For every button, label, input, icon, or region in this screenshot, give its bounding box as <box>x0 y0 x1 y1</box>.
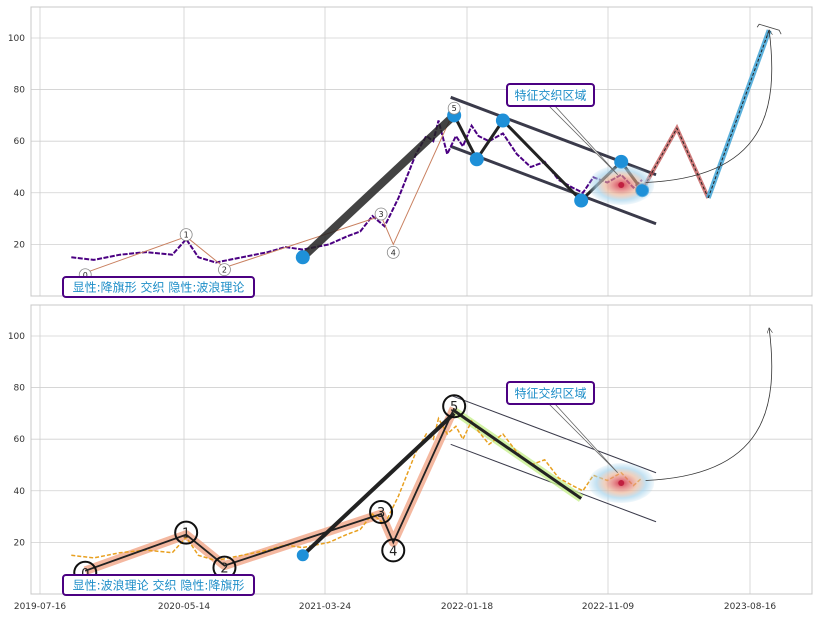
y-tick-label: 60 <box>14 137 26 147</box>
wave-label: 4 <box>391 248 396 257</box>
flag-line <box>453 409 583 500</box>
wave-label-circle <box>369 500 394 525</box>
wave-label-circle <box>386 245 400 259</box>
wave-label-circle <box>442 394 467 419</box>
feature-zone-center <box>618 480 625 487</box>
target-bracket <box>756 23 782 35</box>
wave-line <box>85 109 455 274</box>
plot-frame <box>30 6 813 297</box>
wave-label: 1 <box>184 231 189 240</box>
y-tick-label: 80 <box>14 384 26 394</box>
pivot-point <box>296 549 309 562</box>
callout-text: 特征交织区域 <box>514 88 586 103</box>
y-tick-label: 60 <box>14 435 26 445</box>
channel-upper-line <box>450 394 657 474</box>
callout-pointer <box>548 105 619 176</box>
wave-label-circle <box>218 263 231 277</box>
caption-box <box>62 574 255 596</box>
x-tick-label: 2019-07-16 <box>14 602 67 612</box>
y-tick-label: 40 <box>14 487 26 497</box>
flag-pole <box>300 112 457 261</box>
wave-line <box>84 407 456 572</box>
pivot-point <box>295 250 310 265</box>
wave-label-circle <box>374 207 388 221</box>
feature-zone-center <box>618 182 625 189</box>
callout-text: 特征交织区域 <box>514 386 586 401</box>
caption-text: 显性:降旗形 交织 隐性:波浪理论 <box>73 280 245 295</box>
channel-lower-line <box>450 144 657 226</box>
wave-label: 3 <box>377 506 385 521</box>
y-tick-label: 40 <box>14 189 26 199</box>
y-tick-label: 80 <box>14 86 26 96</box>
x-tick-label: 2020-05-14 <box>158 602 211 612</box>
projection-blue-line <box>705 29 772 199</box>
pivot-point <box>495 113 510 128</box>
wave-label: 2 <box>220 562 228 577</box>
wave-label: 1 <box>182 527 190 542</box>
plot-area <box>31 7 812 296</box>
projection-arrow <box>645 328 772 481</box>
projection-arrow <box>645 30 772 183</box>
wave-label: 0 <box>83 271 88 280</box>
y-tick-label: 100 <box>8 34 25 44</box>
pivot-point <box>574 193 589 208</box>
caption-text: 显性:波浪理论 交织 隐性:降旗形 <box>73 578 245 593</box>
x-tick-label: 2022-01-18 <box>441 602 494 612</box>
plot-frame <box>30 304 813 595</box>
callout-pointer <box>548 403 619 474</box>
x-tick-label: 2021-03-24 <box>299 602 352 612</box>
x-tick-label: 2022-11-09 <box>582 602 635 612</box>
callout-box <box>506 381 595 405</box>
y-tick-label: 20 <box>14 538 26 548</box>
wave-label-circle <box>381 538 406 563</box>
x-tick-label: 2023-08-16 <box>724 602 777 612</box>
y-tick-label: 20 <box>14 240 26 250</box>
pivot-point <box>636 184 649 197</box>
callout-box <box>506 83 595 107</box>
wave-label-circle <box>179 228 193 242</box>
wave-label: 5 <box>450 400 458 415</box>
wave-label-circle <box>174 520 199 545</box>
pivot-point <box>615 155 628 168</box>
wave-label: 4 <box>389 544 397 559</box>
flag-pole <box>301 411 456 557</box>
pivot-point <box>469 152 484 167</box>
wave-label: 2 <box>222 266 227 275</box>
wave-label: 5 <box>452 104 457 113</box>
y-tick-label: 100 <box>8 332 25 342</box>
wave-label-circle <box>447 101 461 115</box>
caption-box <box>62 276 255 298</box>
wave-label: 3 <box>379 210 384 219</box>
